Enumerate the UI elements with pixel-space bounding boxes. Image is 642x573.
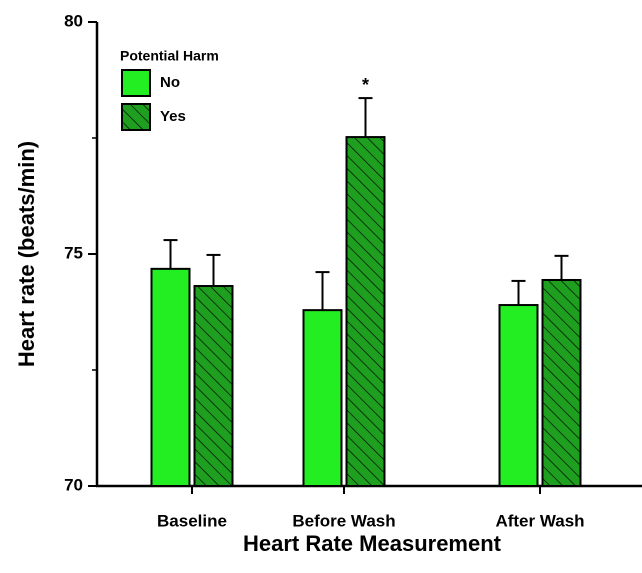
- y-tick-label: 70: [64, 475, 83, 494]
- bar: [345, 136, 386, 488]
- bar: [498, 304, 539, 488]
- x-tick-label: After Wash: [495, 511, 584, 530]
- y-axis-label: Heart rate (beats/min): [14, 141, 39, 367]
- legend-label: No: [160, 74, 180, 91]
- bar: [193, 285, 234, 487]
- bar: [541, 278, 582, 488]
- legend-label: Yes: [160, 108, 186, 125]
- bar: [150, 267, 191, 487]
- annotation: *: [362, 75, 369, 95]
- x-tick-label: Before Wash: [292, 511, 395, 530]
- x-axis-label: Heart Rate Measurement: [243, 531, 502, 556]
- y-tick-label: 80: [64, 11, 83, 30]
- y-tick-label: 75: [64, 243, 83, 262]
- bar: [302, 309, 343, 488]
- legend-title: Potential Harm: [120, 48, 219, 64]
- legend-swatch: [121, 103, 151, 131]
- x-tick-label: Baseline: [157, 511, 227, 530]
- legend-swatch: [121, 69, 151, 97]
